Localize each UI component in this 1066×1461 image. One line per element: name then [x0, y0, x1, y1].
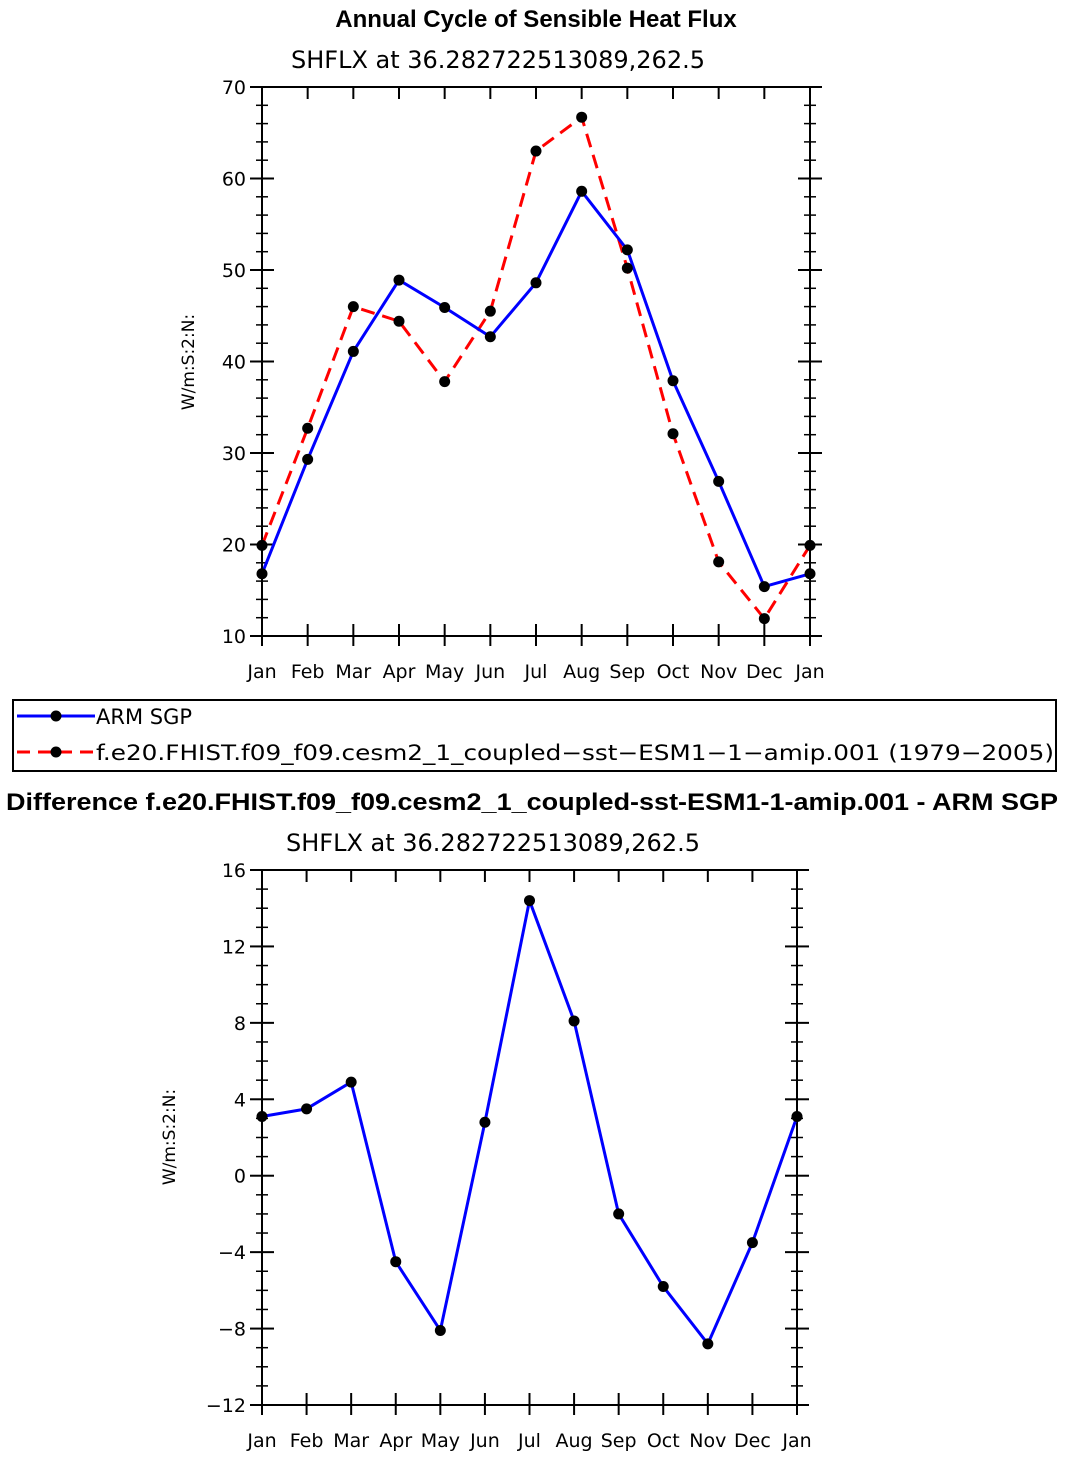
top-xtick-label: Apr	[383, 661, 416, 683]
bottom-xtick-label: Feb	[290, 1430, 324, 1452]
bottom-xtick-label: Jun	[469, 1430, 500, 1452]
top-ytick-label: 40	[222, 352, 246, 374]
top-series-0-point	[530, 277, 542, 289]
top-series-0-point	[758, 581, 770, 593]
bottom-ytick-label: 12	[222, 936, 246, 958]
top-series-1-point	[621, 262, 633, 274]
bottom-ytick-label: −8	[218, 1319, 246, 1341]
top-series-1-point	[302, 422, 314, 434]
top-xtick-label: Feb	[291, 661, 325, 683]
bottom-series-0-point	[256, 1110, 268, 1122]
top-series-1-point	[576, 111, 588, 123]
top-xtick-label: Dec	[746, 661, 783, 683]
top-series-1-point	[484, 305, 496, 317]
top-series-0-point	[621, 244, 633, 256]
bottom-series-0-point	[479, 1116, 491, 1128]
top-series-1-point	[667, 428, 679, 440]
top-series-0-point	[393, 274, 405, 286]
bottom-series-0-point	[301, 1103, 313, 1115]
bottom-series-0-point	[702, 1338, 714, 1350]
top-series-1-point	[758, 613, 770, 625]
bottom-ylabel: W/m:S:2:N:	[160, 1089, 180, 1185]
top-xtick-label: Jul	[524, 661, 548, 683]
top-xtick-label: Jun	[474, 661, 505, 683]
legend-marker-arm	[50, 710, 62, 722]
top-series-line-0	[260, 189, 811, 589]
bottom-ytick-label: −12	[206, 1395, 246, 1417]
top-ytick-label: 10	[222, 626, 246, 648]
bottom-chart-title: Difference f.e20.FHIST.f09_f09.cesm2_1_c…	[6, 789, 1058, 816]
bottom-chart-subtitle: SHFLX at 36.282722513089,262.5	[286, 829, 700, 857]
bottom-series-0-point	[345, 1076, 357, 1088]
top-ytick-label: 60	[222, 169, 246, 191]
top-series-line-1	[260, 115, 812, 621]
bottom-xtick-label: Oct	[647, 1430, 680, 1452]
top-series-0-point	[484, 331, 496, 343]
top-ytick-label: 50	[222, 260, 246, 282]
bottom-series-0-point	[434, 1324, 446, 1336]
bottom-ytick-label: 0	[234, 1166, 246, 1188]
bottom-series-line-0	[261, 899, 799, 1346]
bottom-series-0-point	[791, 1110, 803, 1122]
top-xtick-label: Aug	[563, 661, 600, 683]
top-series-0-point	[347, 345, 359, 357]
bottom-ytick-label: 16	[222, 860, 246, 882]
top-ytick-label: 30	[222, 443, 246, 465]
bottom-xtick-label: May	[421, 1430, 460, 1452]
top-series-1-point	[713, 556, 725, 568]
bottom-series-0-point	[657, 1281, 669, 1293]
top-chart-subtitle: SHFLX at 36.282722513089,262.5	[291, 46, 705, 74]
bottom-xtick-label: Apr	[379, 1430, 412, 1452]
top-ytick-label: 20	[222, 535, 246, 557]
top-series-0-point	[667, 375, 679, 387]
top-series-1-point	[347, 301, 359, 313]
bottom-ytick-label: 4	[234, 1089, 246, 1111]
bottom-ytick-label: −4	[218, 1242, 246, 1264]
top-series-1-point	[439, 376, 451, 388]
legend-box	[12, 699, 1057, 772]
legend-label-model: f.e20.FHIST.f09_f09.cesm2_1_coupled−sst−…	[96, 741, 1054, 766]
bottom-xtick-label: Dec	[734, 1430, 771, 1452]
bottom-xtick-label: Mar	[333, 1430, 369, 1452]
top-series-1-point	[393, 315, 405, 327]
top-ylabel: W/m:S:2:N:	[179, 314, 199, 410]
top-plot: 10 20 30 40 50 60 70 Jan Feb Mar Apr May Jun Jul Aug Se…	[179, 77, 825, 683]
bottom-series-0-point	[568, 1015, 580, 1027]
bottom-series-0-point	[613, 1208, 625, 1220]
bottom-series-0-point	[746, 1237, 758, 1249]
top-xtick-label: Jan	[246, 661, 276, 683]
top-series-0-point	[804, 568, 816, 580]
top-ytick-label: 70	[222, 77, 246, 99]
top-series-0-point	[439, 302, 451, 314]
bottom-plot: −12 −8 −4 0 4 8 12 16 Jan Feb Mar Apr May Jun Jul Aug Se…	[160, 860, 812, 1452]
bottom-xtick-label: Sep	[601, 1430, 637, 1452]
legend-label-arm: ARM SGP	[96, 705, 192, 729]
top-chart-title: Annual Cycle of Sensible Heat Flux	[335, 6, 737, 33]
top-series-1-point	[256, 539, 268, 551]
top-xtick-label: May	[425, 661, 464, 683]
bottom-xtick-label: Nov	[689, 1430, 726, 1452]
bottom-xtick-label: Jul	[517, 1430, 541, 1452]
top-plot-frame	[261, 86, 811, 637]
bottom-xtick-label: Jan	[781, 1430, 811, 1452]
top-series-0-point	[302, 453, 314, 465]
bottom-xtick-label: Jan	[246, 1430, 276, 1452]
top-xtick-label: Oct	[657, 661, 690, 683]
top-xtick-label: Sep	[609, 661, 645, 683]
bottom-series-0-point	[390, 1256, 402, 1268]
top-series-0-point	[576, 185, 588, 197]
bottom-ytick-label: 8	[234, 1013, 246, 1035]
legend-marker-model	[50, 746, 62, 758]
top-series-0-point	[713, 475, 725, 487]
top-xtick-label: Mar	[335, 661, 371, 683]
top-xtick-label: Jan	[794, 661, 824, 683]
top-series-1-point	[530, 145, 542, 157]
bottom-series-0-point	[524, 895, 535, 907]
top-xtick-label: Nov	[700, 661, 737, 683]
top-series-0-point	[256, 568, 268, 580]
top-series-1-point	[804, 539, 816, 551]
bottom-xtick-label: Aug	[556, 1430, 593, 1452]
